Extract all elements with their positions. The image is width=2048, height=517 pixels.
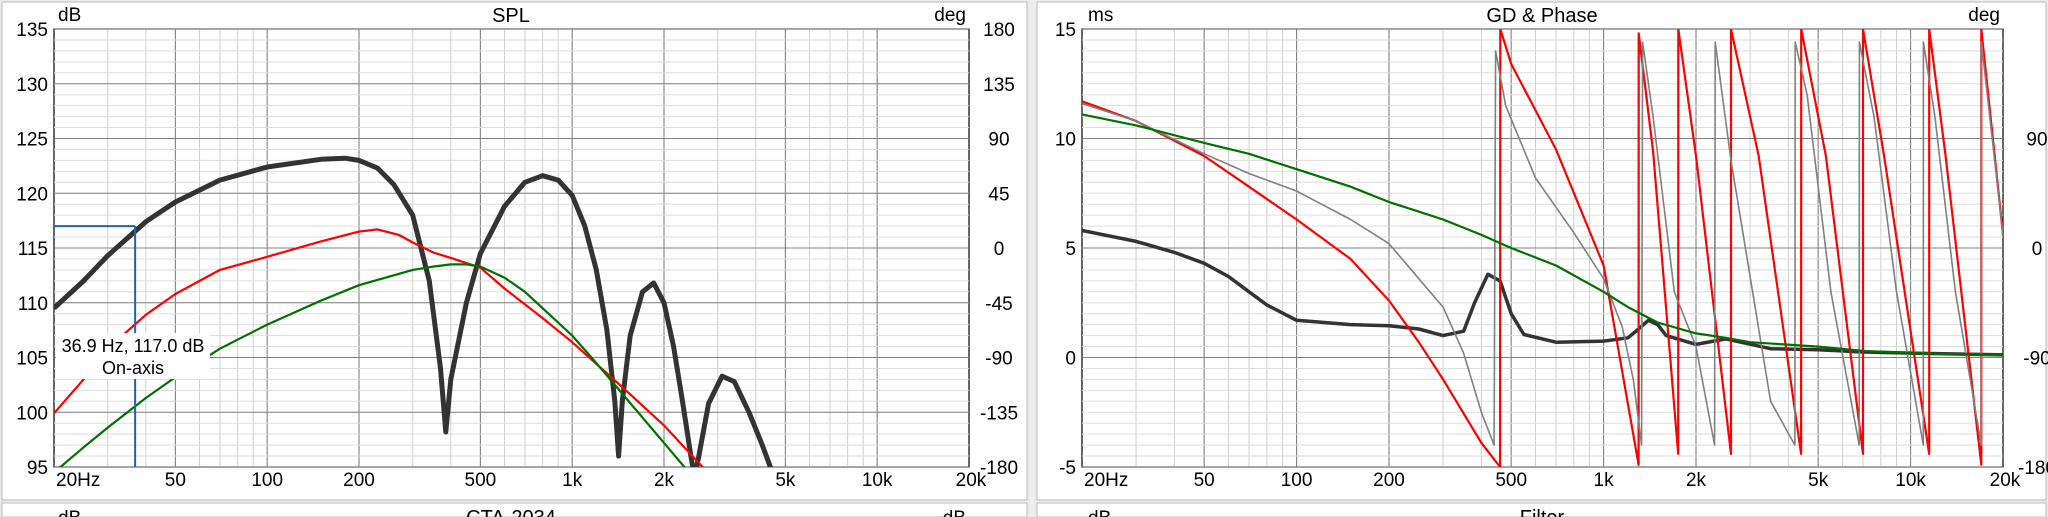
- x-tick-label: 5k: [1808, 470, 1829, 491]
- gd-y2-unit: deg: [1968, 5, 2000, 26]
- x-tick-label: 200: [343, 470, 375, 491]
- series-line-2: [1082, 41, 2003, 446]
- x-tick-label: 500: [1495, 470, 1527, 491]
- x-tick-label: 2k: [654, 470, 675, 491]
- x-tick-label: 10k: [862, 470, 893, 491]
- spl-x-ticks: 20Hz 50 100 200 500 1k 2k 5k 10k 20k: [56, 470, 987, 491]
- x-tick-label: 50: [1194, 470, 1215, 491]
- y-tick-label: 95: [27, 458, 48, 479]
- gd-y-unit: ms: [1088, 5, 1113, 26]
- y-tick-label: 0: [1065, 349, 1076, 370]
- y2-tick-label: 90: [2026, 130, 2047, 151]
- x-tick-label: 100: [1281, 470, 1313, 491]
- spl-chart: 20Hz 50 100 200 500 1k 2k 5k 10k 20k 95 100 105 110 1…: [16, 5, 1018, 491]
- x-tick-label: 500: [465, 470, 497, 491]
- gd-phase-chart: 20Hz 50 100 200 500 1k 2k 5k 10k 20k -5 0 5 10 15 -18…: [1055, 5, 2048, 491]
- y2-tick-label: 45: [988, 184, 1009, 205]
- y2-tick-label: 90: [988, 130, 1009, 151]
- y2-tick-label: 0: [994, 239, 1005, 260]
- spl-y2-ticks: -180 -135 -90 -45 0 45 90 135 180: [980, 20, 1018, 479]
- x-tick-label: 1k: [562, 470, 583, 491]
- spl-annotation: 36.9 Hz, 117.0 dB On-axis: [56, 333, 210, 379]
- y2-tick-label: -135: [980, 403, 1018, 424]
- y-tick-label: 110: [18, 294, 48, 315]
- gd-y-ticks: -5 0 5 10 15: [1055, 20, 1076, 479]
- gd-grid: [1082, 28, 2003, 468]
- series-line-2: [58, 263, 686, 467]
- gd-series: [1082, 29, 2003, 467]
- next-panel-right: [1036, 502, 2047, 517]
- series-line-0: [1082, 228, 2003, 357]
- annotation-label: On-axis: [102, 358, 164, 378]
- spl-title: SPL: [492, 5, 530, 27]
- annotation-box: [56, 333, 210, 379]
- y-tick-label: 125: [16, 130, 48, 151]
- y-tick-label: 115: [18, 239, 48, 260]
- y-tick-label: 5: [1065, 239, 1076, 260]
- annotation-value: 36.9 Hz, 117.0 dB: [62, 336, 205, 356]
- y2-tick-label: 180: [983, 20, 1015, 41]
- y-tick-label: 15: [1055, 20, 1076, 41]
- x-tick-label: 100: [251, 470, 283, 491]
- spl-grid: [54, 28, 969, 468]
- y2-tick-label: 135: [983, 75, 1015, 96]
- x-tick-label: 10k: [1895, 470, 1926, 491]
- gd-x-ticks: 20Hz 50 100 200 500 1k 2k 5k 10k 20k: [1084, 470, 2021, 491]
- x-tick-label: 200: [1373, 470, 1405, 491]
- spl-y-unit: dB: [58, 5, 81, 26]
- y2-tick-label: -180: [2018, 458, 2048, 479]
- x-tick-label: 20k: [956, 470, 987, 491]
- spl-series: [54, 155, 773, 467]
- y-tick-label: 120: [16, 184, 48, 205]
- y2-tick-label: -180: [980, 458, 1018, 479]
- y2-tick-label: -90: [2023, 349, 2048, 370]
- y-tick-label: 105: [16, 349, 48, 370]
- x-tick-label: 1k: [1594, 470, 1615, 491]
- series-line-3: [1082, 113, 2003, 357]
- x-tick-label: 50: [165, 470, 186, 491]
- y2-tick-label: -45: [985, 294, 1012, 315]
- next-left-unit: dB: [58, 508, 81, 517]
- y2-tick-label: -90: [985, 349, 1012, 370]
- x-tick-label: 20k: [1990, 470, 2021, 491]
- gd-y2-ticks: -180 -90 0 90: [2018, 130, 2048, 480]
- series-line-0: [54, 155, 773, 467]
- y-tick-label: -5: [1059, 458, 1076, 479]
- next-panel-left: [1, 502, 1028, 517]
- series-line-1: [1082, 29, 2003, 467]
- x-tick-label: 20Hz: [1084, 470, 1128, 491]
- y-tick-label: 135: [16, 20, 48, 41]
- next-left-unit2: dB: [943, 508, 966, 517]
- spl-y-ticks: 95 100 105 110 115 120 125 130 135: [16, 20, 48, 479]
- y-tick-label: 10: [1055, 130, 1076, 151]
- x-tick-label: 2k: [1686, 470, 1707, 491]
- y2-tick-label: 0: [2032, 239, 2043, 260]
- next-right-unit: dB: [1088, 508, 1111, 517]
- next-left-title: CTA-2034: [466, 507, 556, 517]
- y-tick-label: 100: [16, 403, 48, 424]
- x-tick-label: 20Hz: [56, 470, 100, 491]
- series-line-1: [54, 228, 705, 467]
- gd-title: GD & Phase: [1486, 5, 1597, 27]
- spl-y2-unit: deg: [934, 5, 966, 26]
- y-tick-label: 130: [16, 75, 48, 96]
- next-right-title: Filter: [1520, 507, 1565, 517]
- x-tick-label: 5k: [775, 470, 796, 491]
